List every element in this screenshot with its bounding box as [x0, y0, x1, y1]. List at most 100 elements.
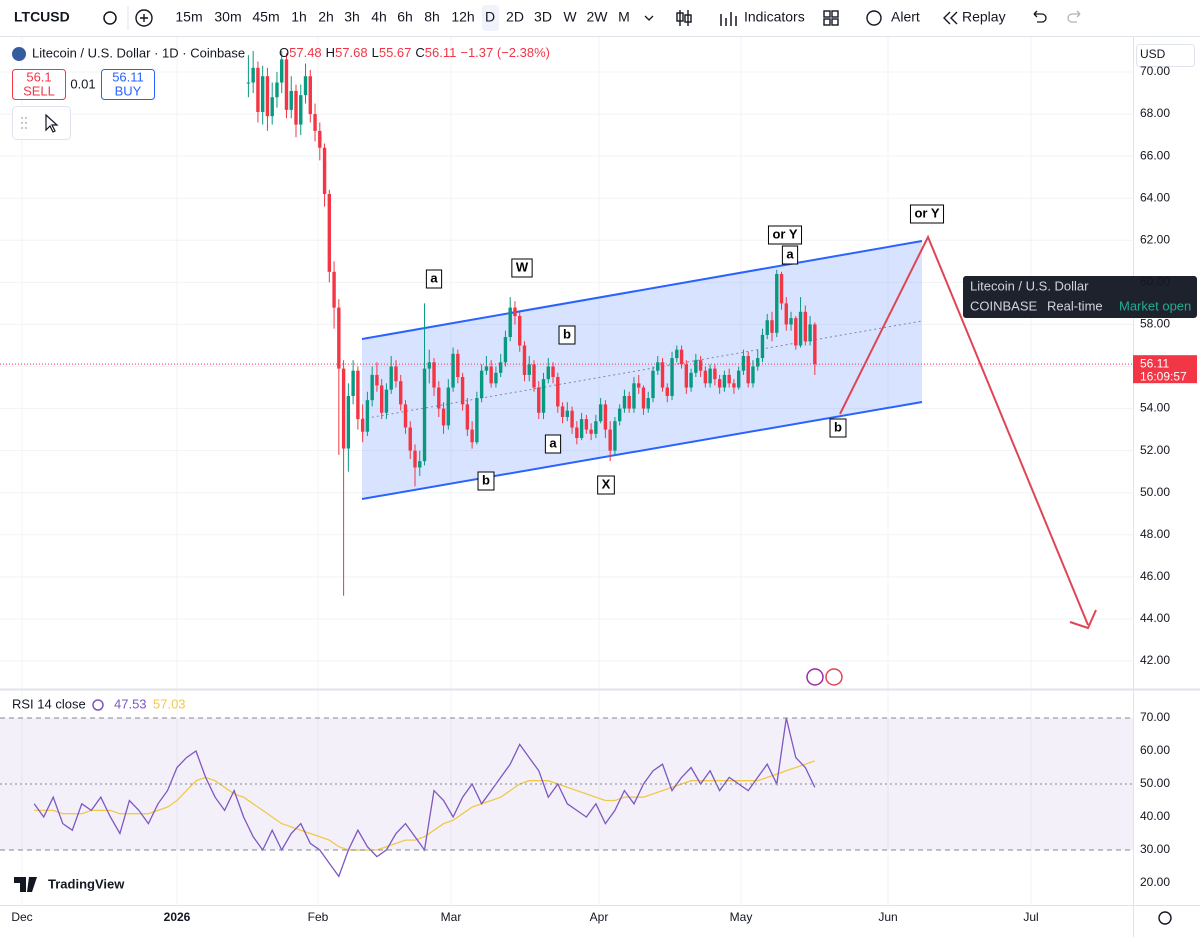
wave-label[interactable]: X — [602, 476, 611, 491]
candle-body — [294, 90, 298, 125]
interval-button[interactable]: 3D — [534, 9, 552, 25]
wave-label-box — [511, 258, 533, 278]
wave-label[interactable]: a — [549, 435, 557, 450]
alert-icon[interactable] — [866, 10, 882, 26]
candle-body — [379, 385, 384, 413]
replay-button[interactable]: Replay — [962, 9, 1006, 25]
candle-body — [608, 429, 612, 451]
interval-button[interactable]: 45m — [252, 9, 279, 25]
candle-body — [475, 398, 479, 443]
ohlc-change: −1.37 (−2.38%) — [460, 45, 550, 60]
interval-button[interactable]: 2h — [318, 9, 334, 25]
wave-label[interactable]: a — [786, 246, 794, 261]
grid — [0, 37, 1133, 905]
candle-body — [803, 311, 808, 342]
event-icons[interactable] — [806, 668, 843, 686]
wave-label[interactable]: or Y — [772, 226, 797, 241]
wave-label[interactable]: or Y — [914, 205, 939, 220]
candle-body — [275, 82, 279, 98]
interval-button[interactable]: 2W — [587, 9, 609, 25]
undo-button[interactable] — [1033, 10, 1047, 23]
indicators-icon[interactable] — [720, 12, 737, 26]
wave-labels: a Wb a b Xor Y a b or Y — [425, 204, 945, 495]
compare-button[interactable] — [135, 9, 153, 27]
replay-icon[interactable] — [943, 11, 958, 25]
channel-lower[interactable] — [361, 401, 923, 500]
wave-label[interactable]: W — [516, 259, 529, 274]
candle-body — [613, 421, 617, 451]
candle-body — [346, 395, 351, 449]
currency-box[interactable] — [1136, 44, 1195, 67]
projection-line[interactable] — [839, 234, 1089, 626]
interval-button[interactable]: W — [563, 9, 577, 25]
sell-label[interactable]: SELL — [23, 83, 55, 98]
candle-body — [289, 90, 293, 110]
candle-body — [579, 419, 584, 439]
wave-label[interactable]: b — [482, 472, 490, 487]
candle-body — [717, 379, 722, 388]
symbol[interactable]: LTCUSD — [14, 9, 70, 25]
wave-label-box — [425, 269, 443, 289]
buy-label[interactable]: BUY — [115, 83, 142, 98]
interval-button[interactable]: 15m — [175, 9, 202, 25]
interval-button[interactable]: 1h — [291, 9, 307, 25]
date-label: Jun — [878, 910, 897, 924]
rsi-tick-label: 40.00 — [1140, 809, 1170, 823]
candle-body — [689, 372, 693, 388]
interval-button[interactable]: 12h — [451, 9, 474, 25]
projection-arrowhead — [1069, 609, 1097, 630]
candle-body — [556, 377, 560, 407]
currency[interactable]: USD — [1140, 47, 1166, 61]
date-label: 2026 — [164, 910, 191, 924]
candle-body — [713, 368, 717, 380]
countdown: 16:09:57 — [1140, 369, 1187, 383]
interval-button[interactable]: 30m — [214, 9, 241, 25]
price-tick-label: 70.00 — [1140, 64, 1170, 78]
interval-button[interactable]: 8h — [424, 9, 440, 25]
interval-button[interactable]: 3h — [344, 9, 360, 25]
chart-type-icon[interactable] — [676, 10, 692, 26]
interval-button[interactable]: D — [485, 9, 495, 25]
wave-label[interactable]: a — [430, 270, 438, 285]
buy-price[interactable]: 56.11 — [112, 69, 144, 84]
candle-body — [746, 355, 750, 384]
rsi-settings[interactable] — [92, 699, 104, 711]
candle-body — [617, 408, 622, 422]
drag-handle[interactable] — [21, 117, 27, 129]
wave-label[interactable]: b — [834, 419, 842, 434]
price-tick-label: 46.00 — [1140, 569, 1170, 583]
alert-button[interactable]: Alert — [891, 9, 920, 25]
candle-body — [270, 97, 274, 117]
buy-button[interactable] — [101, 69, 155, 100]
layout-icon[interactable] — [823, 10, 839, 26]
candle-body — [394, 366, 398, 382]
candle-body — [456, 353, 460, 378]
candle-body — [365, 400, 370, 432]
indicators-button[interactable]: Indicators — [744, 9, 805, 25]
symbol-icon[interactable] — [103, 11, 117, 25]
interval-button[interactable]: 6h — [397, 9, 413, 25]
price-tick-label: 50.00 — [1140, 485, 1170, 499]
interval-button[interactable]: 4h — [371, 9, 387, 25]
interval-menu[interactable] — [644, 15, 654, 21]
candle-body — [284, 59, 289, 110]
candle-body — [484, 366, 489, 371]
redo-button[interactable] — [1067, 10, 1081, 23]
interval-button[interactable]: M — [618, 9, 630, 25]
channel-upper[interactable] — [361, 240, 923, 340]
candle-body — [808, 324, 812, 342]
symbol-logo — [12, 47, 26, 61]
candle-body — [589, 429, 593, 434]
candle-body — [408, 427, 412, 451]
compare-plus — [140, 14, 148, 22]
sell-price[interactable]: 56.1 — [26, 69, 51, 84]
sell-button[interactable] — [12, 69, 66, 100]
cursor-tool[interactable] — [45, 113, 59, 133]
ohlc-label: L — [372, 45, 379, 60]
candle-body — [546, 366, 550, 380]
price-tick-label: 62.00 — [1140, 232, 1170, 246]
settings-button[interactable] — [1158, 911, 1172, 925]
wave-label[interactable]: b — [563, 326, 571, 341]
interval-button[interactable]: 2D — [506, 9, 524, 25]
price-tick-label: 44.00 — [1140, 611, 1170, 625]
